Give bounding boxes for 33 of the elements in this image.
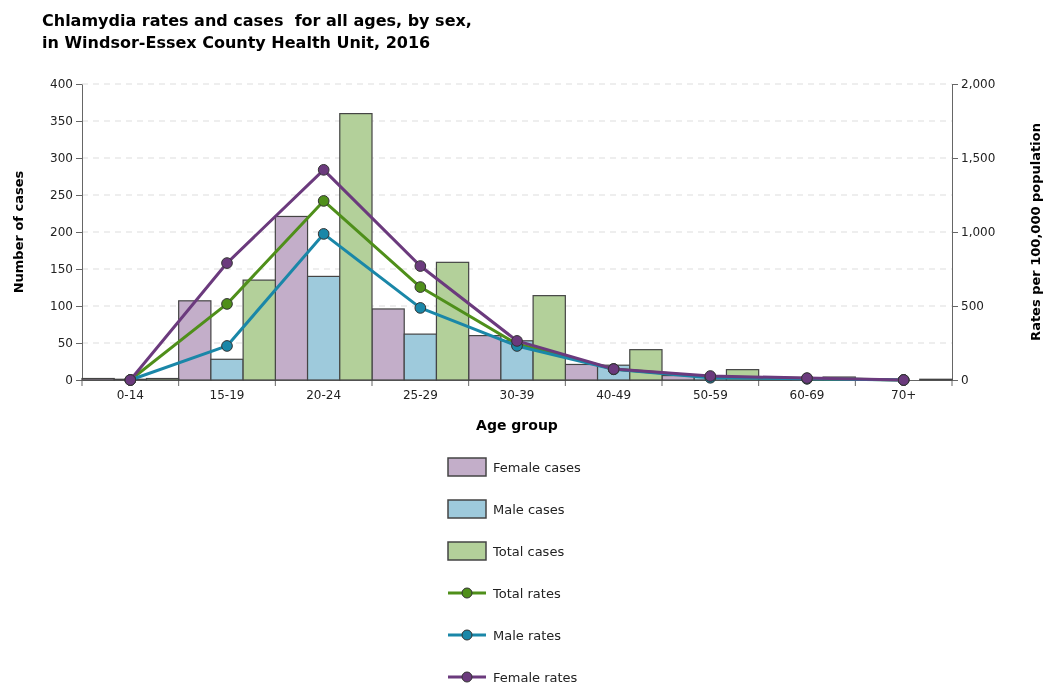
legend-label: Male cases [493,502,565,517]
y-tick-label: 400 [50,77,73,92]
y-tick-label: 50 [57,336,73,351]
y-tick-label: 150 [50,262,73,277]
y-tick-label: 100 [50,299,73,314]
x-tick-label: 20-24 [306,387,342,402]
legend-label: Female rates [493,670,578,685]
legend-label: Female cases [493,460,582,475]
y2-tick-label: 1,000 [961,225,996,240]
y2-tick-label: 0 [961,373,969,388]
y-tick-label: 300 [50,151,73,166]
y2-tick-label: 500 [961,299,984,314]
legend-label: Male rates [493,628,562,643]
x-tick-label: 70+ [891,387,917,402]
y-tick-label: 250 [50,188,73,203]
legend-label: Total cases [492,544,565,559]
y2-tick-label: 2,000 [961,77,996,92]
y-tick-label: 200 [50,225,73,240]
legend-label: Total rates [492,586,561,601]
y-tick-label: 350 [50,114,73,129]
y-tick-label: 0 [65,373,73,388]
x-tick-label: 60-69 [789,387,825,402]
x-tick-label: 40-49 [596,387,632,402]
x-tick-label: 0-14 [116,387,144,402]
x-tick-label: 30-39 [499,387,535,402]
x-tick-label: 15-19 [209,387,245,402]
y2-tick-label: 1,500 [961,151,996,166]
y-axis-title: Number of cases [11,170,26,294]
x-tick-label: 50-59 [692,387,728,402]
y2-axis-title: Rates per 100,000 population [1028,123,1043,341]
x-tick-label: 25-29 [402,387,438,402]
x-axis-title: Age group [476,417,558,433]
chart-title: Chlamydia rates and cases for all ages, by sex, in Windsor-Essex County Health Unit, 2016 [42,11,472,52]
